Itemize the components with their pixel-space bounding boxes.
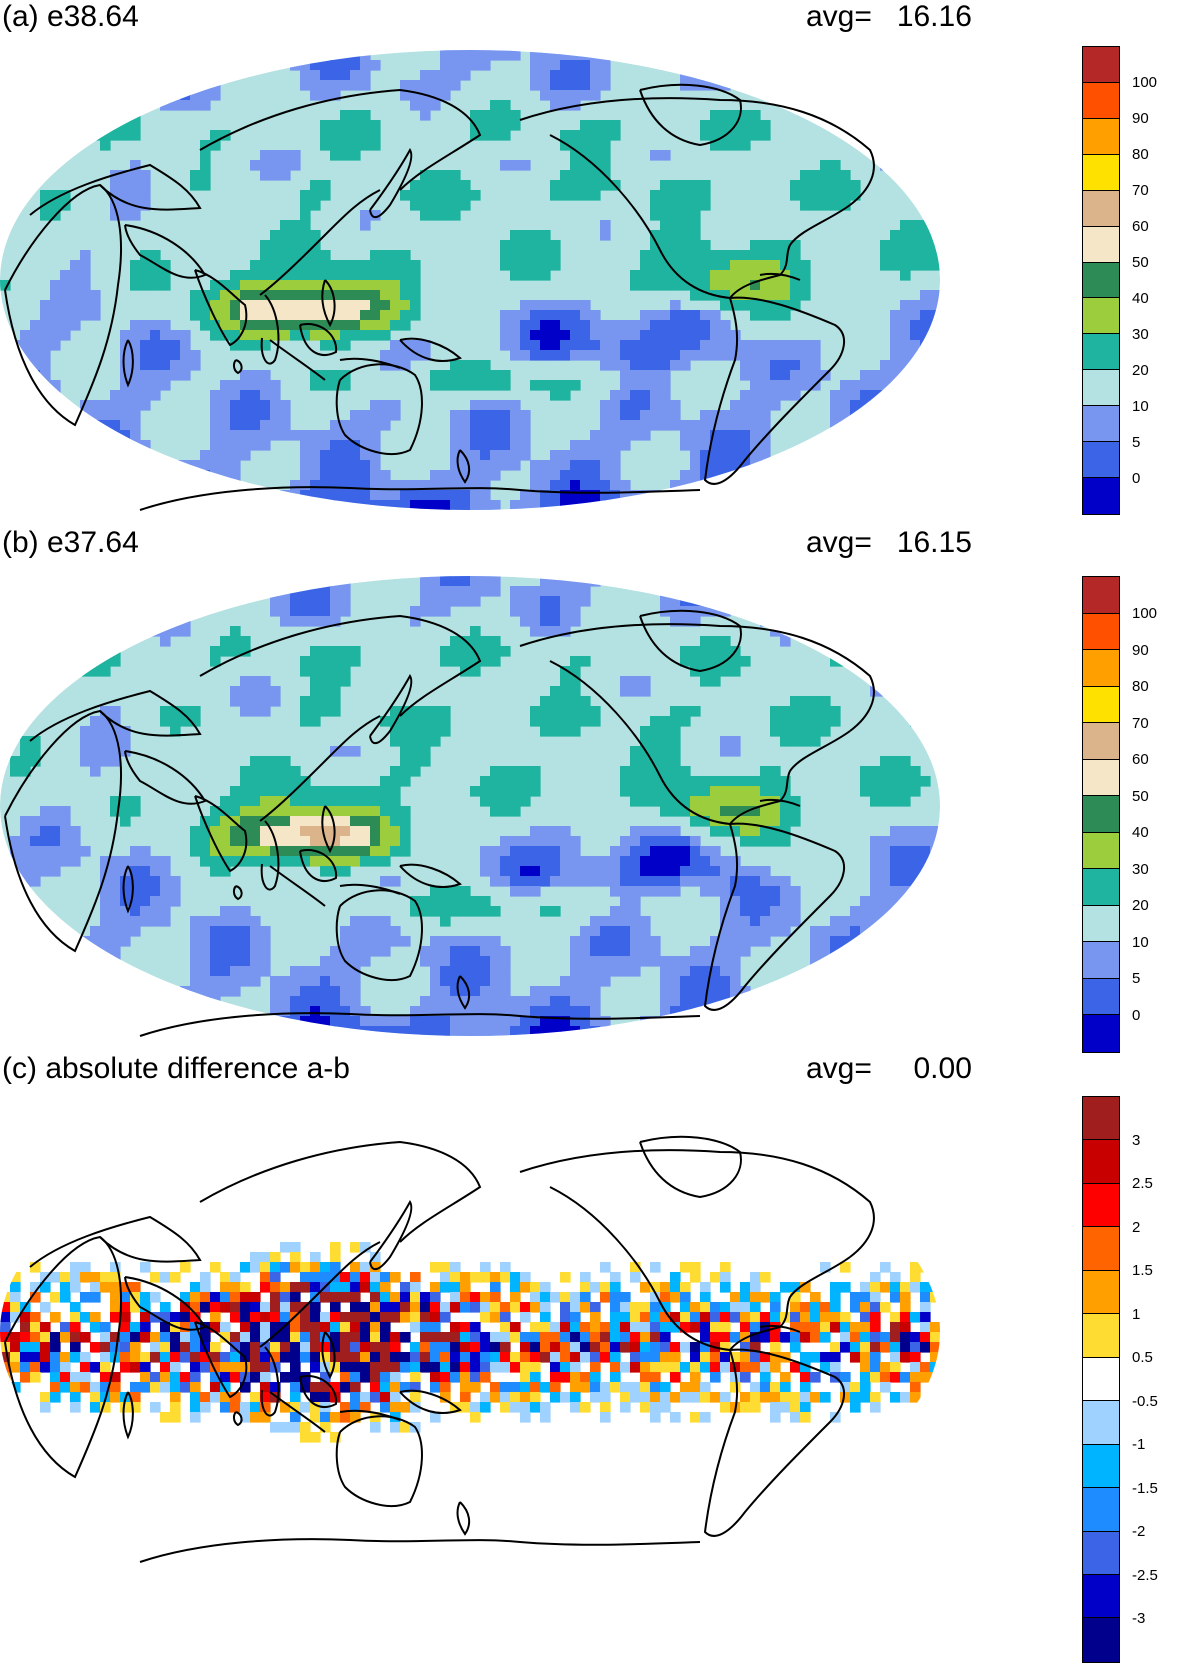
map-precip-b — [0, 576, 940, 1037]
colorbar-label: 1.5 — [1132, 1262, 1153, 1280]
panel-c: (c) absolute difference a-b avg= 0.00 -3-… — [0, 1052, 1189, 1672]
colorbar-label: 30 — [1132, 860, 1149, 878]
colorbar-swatch — [1083, 942, 1119, 979]
colorbar-swatch — [1083, 154, 1119, 191]
colorbar-swatch — [1083, 759, 1119, 797]
colorbar-swatch — [1083, 650, 1119, 687]
avg-value: 16.15 — [896, 526, 972, 559]
colorbar-label: 2 — [1132, 1218, 1141, 1236]
colorbar-swatch — [1083, 47, 1119, 83]
colorbar-swatch — [1083, 1314, 1119, 1358]
colorbar-label: 80 — [1132, 678, 1149, 696]
colorbar-label: 60 — [1132, 218, 1149, 236]
colorbar-label: 70 — [1132, 714, 1149, 732]
colorbar-swatch — [1083, 577, 1119, 614]
colorbar-label: 60 — [1132, 751, 1149, 769]
colorbar-swatch — [1083, 262, 1119, 299]
colorbar-swatch — [1083, 905, 1119, 943]
panel-average: avg= 0.00 — [806, 1052, 972, 1086]
avg-value: 16.16 — [896, 0, 972, 33]
map-precip-a — [0, 50, 940, 511]
colorbar-swatch — [1083, 978, 1119, 1016]
colorbar-swatch — [1083, 723, 1119, 760]
colorbar-label: 40 — [1132, 824, 1149, 842]
colorbar-swatch — [1083, 1015, 1119, 1052]
colorbar-label: 100 — [1132, 74, 1158, 92]
colorbar-swatch — [1083, 406, 1119, 443]
avg-value: 0.00 — [913, 1052, 972, 1085]
colorbar-swatch — [1083, 1574, 1119, 1619]
colorbar-swatch — [1083, 1531, 1119, 1575]
colorbar-swatch — [1083, 613, 1119, 651]
colorbar-swatch — [1083, 478, 1119, 514]
colorbar-label: 70 — [1132, 182, 1149, 200]
colorbar-a: 0 5 10 20 30 40 50 60 70 80 90 100 — [1082, 46, 1181, 516]
colorbar-swatch — [1083, 1097, 1119, 1141]
colorbar-swatch — [1083, 1227, 1119, 1271]
colorbar-label: 0.5 — [1132, 1349, 1153, 1367]
colorbar-swatch — [1083, 226, 1119, 263]
colorbar-swatch — [1083, 1183, 1119, 1228]
colorbar-label: -1 — [1132, 1436, 1146, 1454]
panel-title: (a) e38.64 — [2, 0, 139, 33]
colorbar-swatch — [1083, 1618, 1119, 1662]
colorbar-label: 5 — [1132, 970, 1141, 988]
colorbar-swatch — [1083, 82, 1119, 119]
colorbar-label: 100 — [1132, 605, 1158, 623]
colorbar-swatch — [1083, 1140, 1119, 1184]
avg-label: avg= — [806, 0, 872, 33]
colorbar-swatch — [1083, 796, 1119, 833]
avg-label: avg= — [806, 526, 872, 559]
colorbar-swatch — [1083, 190, 1119, 227]
colorbar-label: 2.5 — [1132, 1175, 1153, 1193]
colorbar-swatch — [1083, 686, 1119, 724]
colorbar-label: 80 — [1132, 146, 1149, 164]
colorbar-box — [1082, 46, 1120, 515]
colorbar-label: 30 — [1132, 325, 1149, 343]
colorbar-swatch — [1083, 442, 1119, 479]
colorbar-label: 0 — [1132, 469, 1141, 487]
colorbar-label: 40 — [1132, 289, 1149, 307]
colorbar-label: 20 — [1132, 361, 1149, 379]
colorbar-swatch — [1083, 334, 1119, 371]
colorbar-b: 0 5 10 20 30 40 50 60 70 80 90 100 — [1082, 576, 1181, 1054]
colorbar-label: -0.5 — [1132, 1392, 1158, 1410]
panel-b: (b) e37.64 avg= 16.15 0 5 10 20 30 40 50 60 70 80 9… — [0, 526, 1189, 1053]
colorbar-box — [1082, 1096, 1120, 1663]
colorbar-label: 10 — [1132, 397, 1149, 415]
panel-a: (a) e38.64 avg= 16.16 0 5 10 20 30 40 50 60 70 80 9… — [0, 0, 1189, 520]
colorbar-swatch — [1083, 118, 1119, 155]
colorbar-label: -3 — [1132, 1610, 1146, 1628]
colorbar-swatch — [1083, 298, 1119, 335]
panel-title: (c) absolute difference a-b — [2, 1052, 350, 1085]
colorbar-c: -3 -2.5 -2 -1.5 -1 -0.5 0.5 1 1.5 2 2.5 3 — [1082, 1096, 1181, 1664]
colorbar-swatch — [1083, 1488, 1119, 1532]
colorbar-label: 0 — [1132, 1006, 1141, 1024]
panel-average: avg= 16.15 — [806, 526, 972, 560]
map-difference-c — [0, 1135, 940, 1563]
colorbar-label: 20 — [1132, 897, 1149, 915]
colorbar-swatch — [1083, 1357, 1119, 1402]
colorbar-label: -1.5 — [1132, 1479, 1158, 1497]
colorbar-label: 90 — [1132, 110, 1149, 128]
colorbar-label: 90 — [1132, 641, 1149, 659]
colorbar-label: 3 — [1132, 1131, 1141, 1149]
avg-label: avg= — [806, 1052, 872, 1085]
colorbar-label: -2.5 — [1132, 1566, 1158, 1584]
colorbar-swatch — [1083, 832, 1119, 870]
colorbar-swatch — [1083, 1270, 1119, 1315]
colorbar-label: 50 — [1132, 254, 1149, 272]
colorbar-swatch — [1083, 370, 1119, 407]
colorbar-box — [1082, 576, 1120, 1053]
colorbar-label: -2 — [1132, 1523, 1146, 1541]
colorbar-label: 10 — [1132, 933, 1149, 951]
colorbar-label: 5 — [1132, 433, 1141, 451]
colorbar-swatch — [1083, 1401, 1119, 1445]
colorbar-label: 1 — [1132, 1305, 1141, 1323]
colorbar-swatch — [1083, 1444, 1119, 1489]
panel-average: avg= 16.16 — [806, 0, 972, 34]
colorbar-label: 50 — [1132, 787, 1149, 805]
colorbar-swatch — [1083, 869, 1119, 906]
panel-title: (b) e37.64 — [2, 526, 139, 559]
